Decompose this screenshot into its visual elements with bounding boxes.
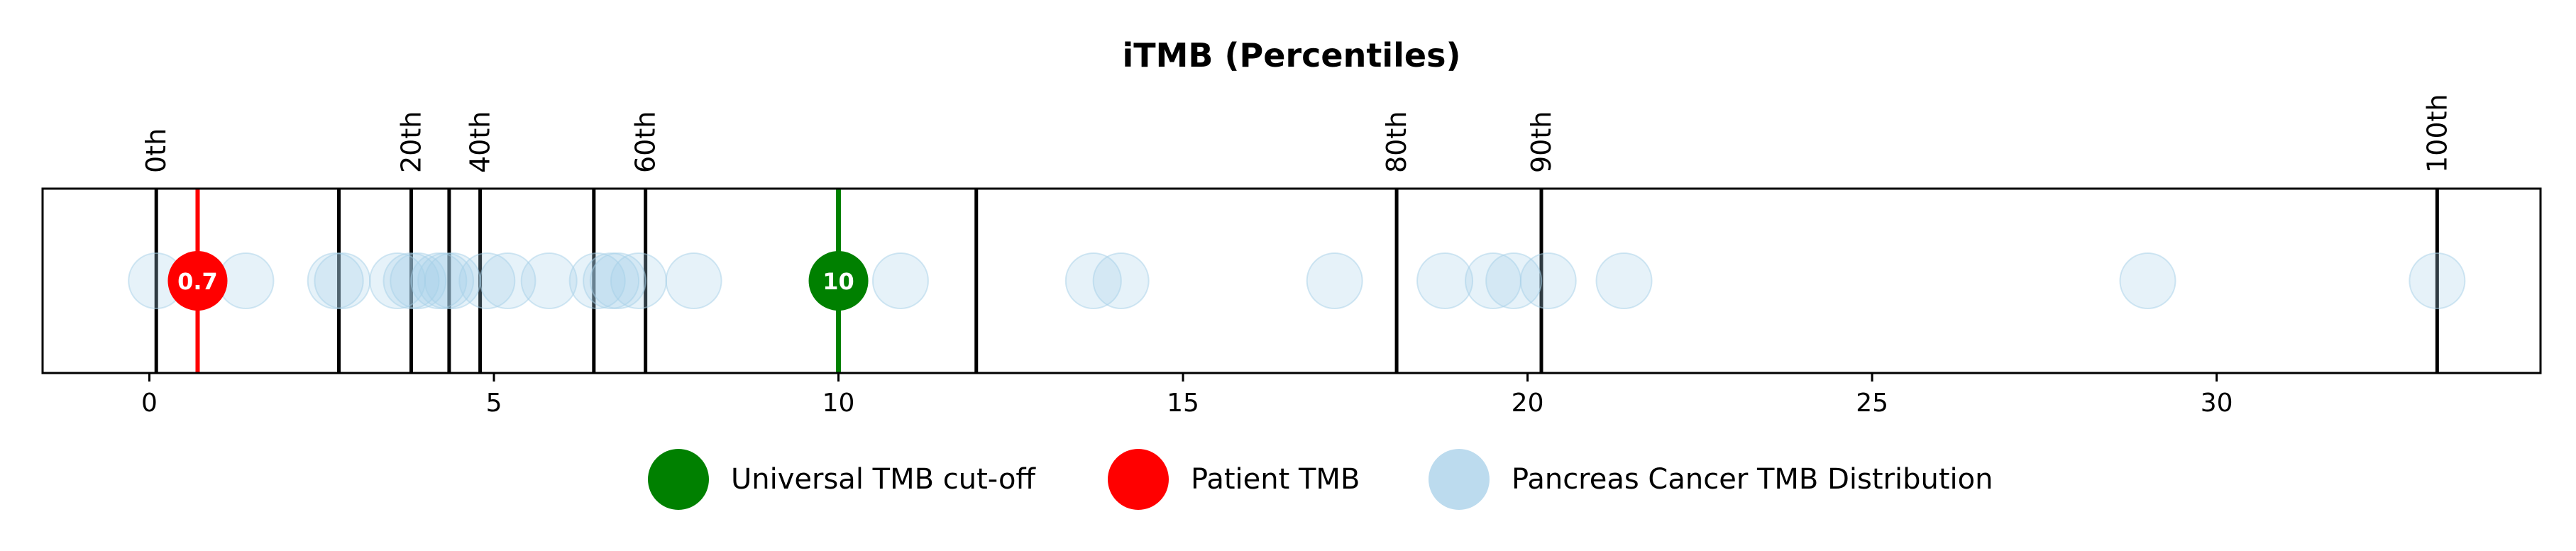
percentile-label-20th: 20th bbox=[396, 111, 427, 173]
distribution-point-16 bbox=[589, 252, 646, 309]
distribution-point-8 bbox=[410, 252, 468, 309]
x-tick-label-30: 30 bbox=[2201, 389, 2233, 418]
distribution-point-3 bbox=[307, 252, 364, 309]
patient-tmb-point bbox=[167, 251, 228, 311]
distribution-point-25 bbox=[1485, 252, 1543, 309]
legend: Universal TMB cut-off Patient TMB Pancreas… bbox=[648, 449, 1993, 510]
legend-item-pancreas-distribution: Pancreas Cancer TMB Distribution bbox=[1429, 449, 1993, 510]
distribution-point-19 bbox=[871, 252, 929, 309]
legend-item-patient-tmb: Patient TMB bbox=[1108, 449, 1360, 510]
distribution-point-22 bbox=[1306, 252, 1363, 309]
distribution-point-29 bbox=[2409, 252, 2466, 309]
distribution-point-4 bbox=[314, 252, 371, 309]
distribution-point-14 bbox=[568, 252, 626, 309]
distribution-point-28 bbox=[2119, 252, 2176, 309]
legend-marker bbox=[648, 449, 709, 510]
distribution-point-11 bbox=[458, 252, 516, 309]
percentile-lines: 0th 20th 40th 60th 80th 90th 100th bbox=[141, 94, 2453, 373]
x-tick-label-15: 15 bbox=[1167, 389, 1199, 418]
percentile-label-100th: 100th bbox=[2421, 94, 2453, 173]
distribution-point-17 bbox=[610, 252, 667, 309]
distribution-point-13 bbox=[520, 252, 578, 309]
distribution-point-21 bbox=[1092, 252, 1150, 309]
legend-label: Universal TMB cut-off bbox=[731, 463, 1036, 496]
distribution-point-18 bbox=[665, 252, 722, 309]
distribution-point-23 bbox=[1416, 252, 1474, 309]
data-points: 0.7 10 bbox=[128, 251, 2466, 311]
x-tick-label-25: 25 bbox=[1856, 389, 1888, 418]
distribution-point-12 bbox=[479, 252, 536, 309]
legend-marker bbox=[1108, 449, 1169, 510]
legend-marker bbox=[1429, 449, 1490, 510]
cutoff-tmb-point bbox=[808, 251, 869, 311]
x-tick-label-5: 5 bbox=[486, 389, 502, 418]
chart-title: iTMB (Percentiles) bbox=[1123, 36, 1461, 74]
x-tick-label-0: 0 bbox=[141, 389, 158, 418]
percentile-label-60th: 60th bbox=[630, 111, 661, 173]
legend-item-universal-cutoff: Universal TMB cut-off bbox=[648, 449, 1036, 510]
patient-tmb-point-label: 0.7 bbox=[177, 268, 218, 295]
x-tick-label-20: 20 bbox=[1512, 389, 1544, 418]
percentile-label-40th: 40th bbox=[465, 111, 496, 173]
legend-label: Patient TMB bbox=[1191, 463, 1360, 496]
distribution-point-27 bbox=[1595, 252, 1653, 309]
distribution-point-26 bbox=[1519, 252, 1577, 309]
x-tick-label-10: 10 bbox=[822, 389, 855, 418]
percentile-label-80th: 80th bbox=[1381, 111, 1412, 173]
plot-frame bbox=[41, 187, 2542, 374]
percentile-label-90th: 90th bbox=[1526, 111, 1557, 173]
cutoff-tmb-point-label: 10 bbox=[822, 268, 854, 295]
x-axis: 0 5 10 15 20 25 30 bbox=[141, 373, 2233, 418]
distribution-point-9 bbox=[417, 252, 475, 309]
percentile-label-0th: 0th bbox=[141, 128, 172, 173]
legend-label: Pancreas Cancer TMB Distribution bbox=[1512, 463, 1993, 496]
